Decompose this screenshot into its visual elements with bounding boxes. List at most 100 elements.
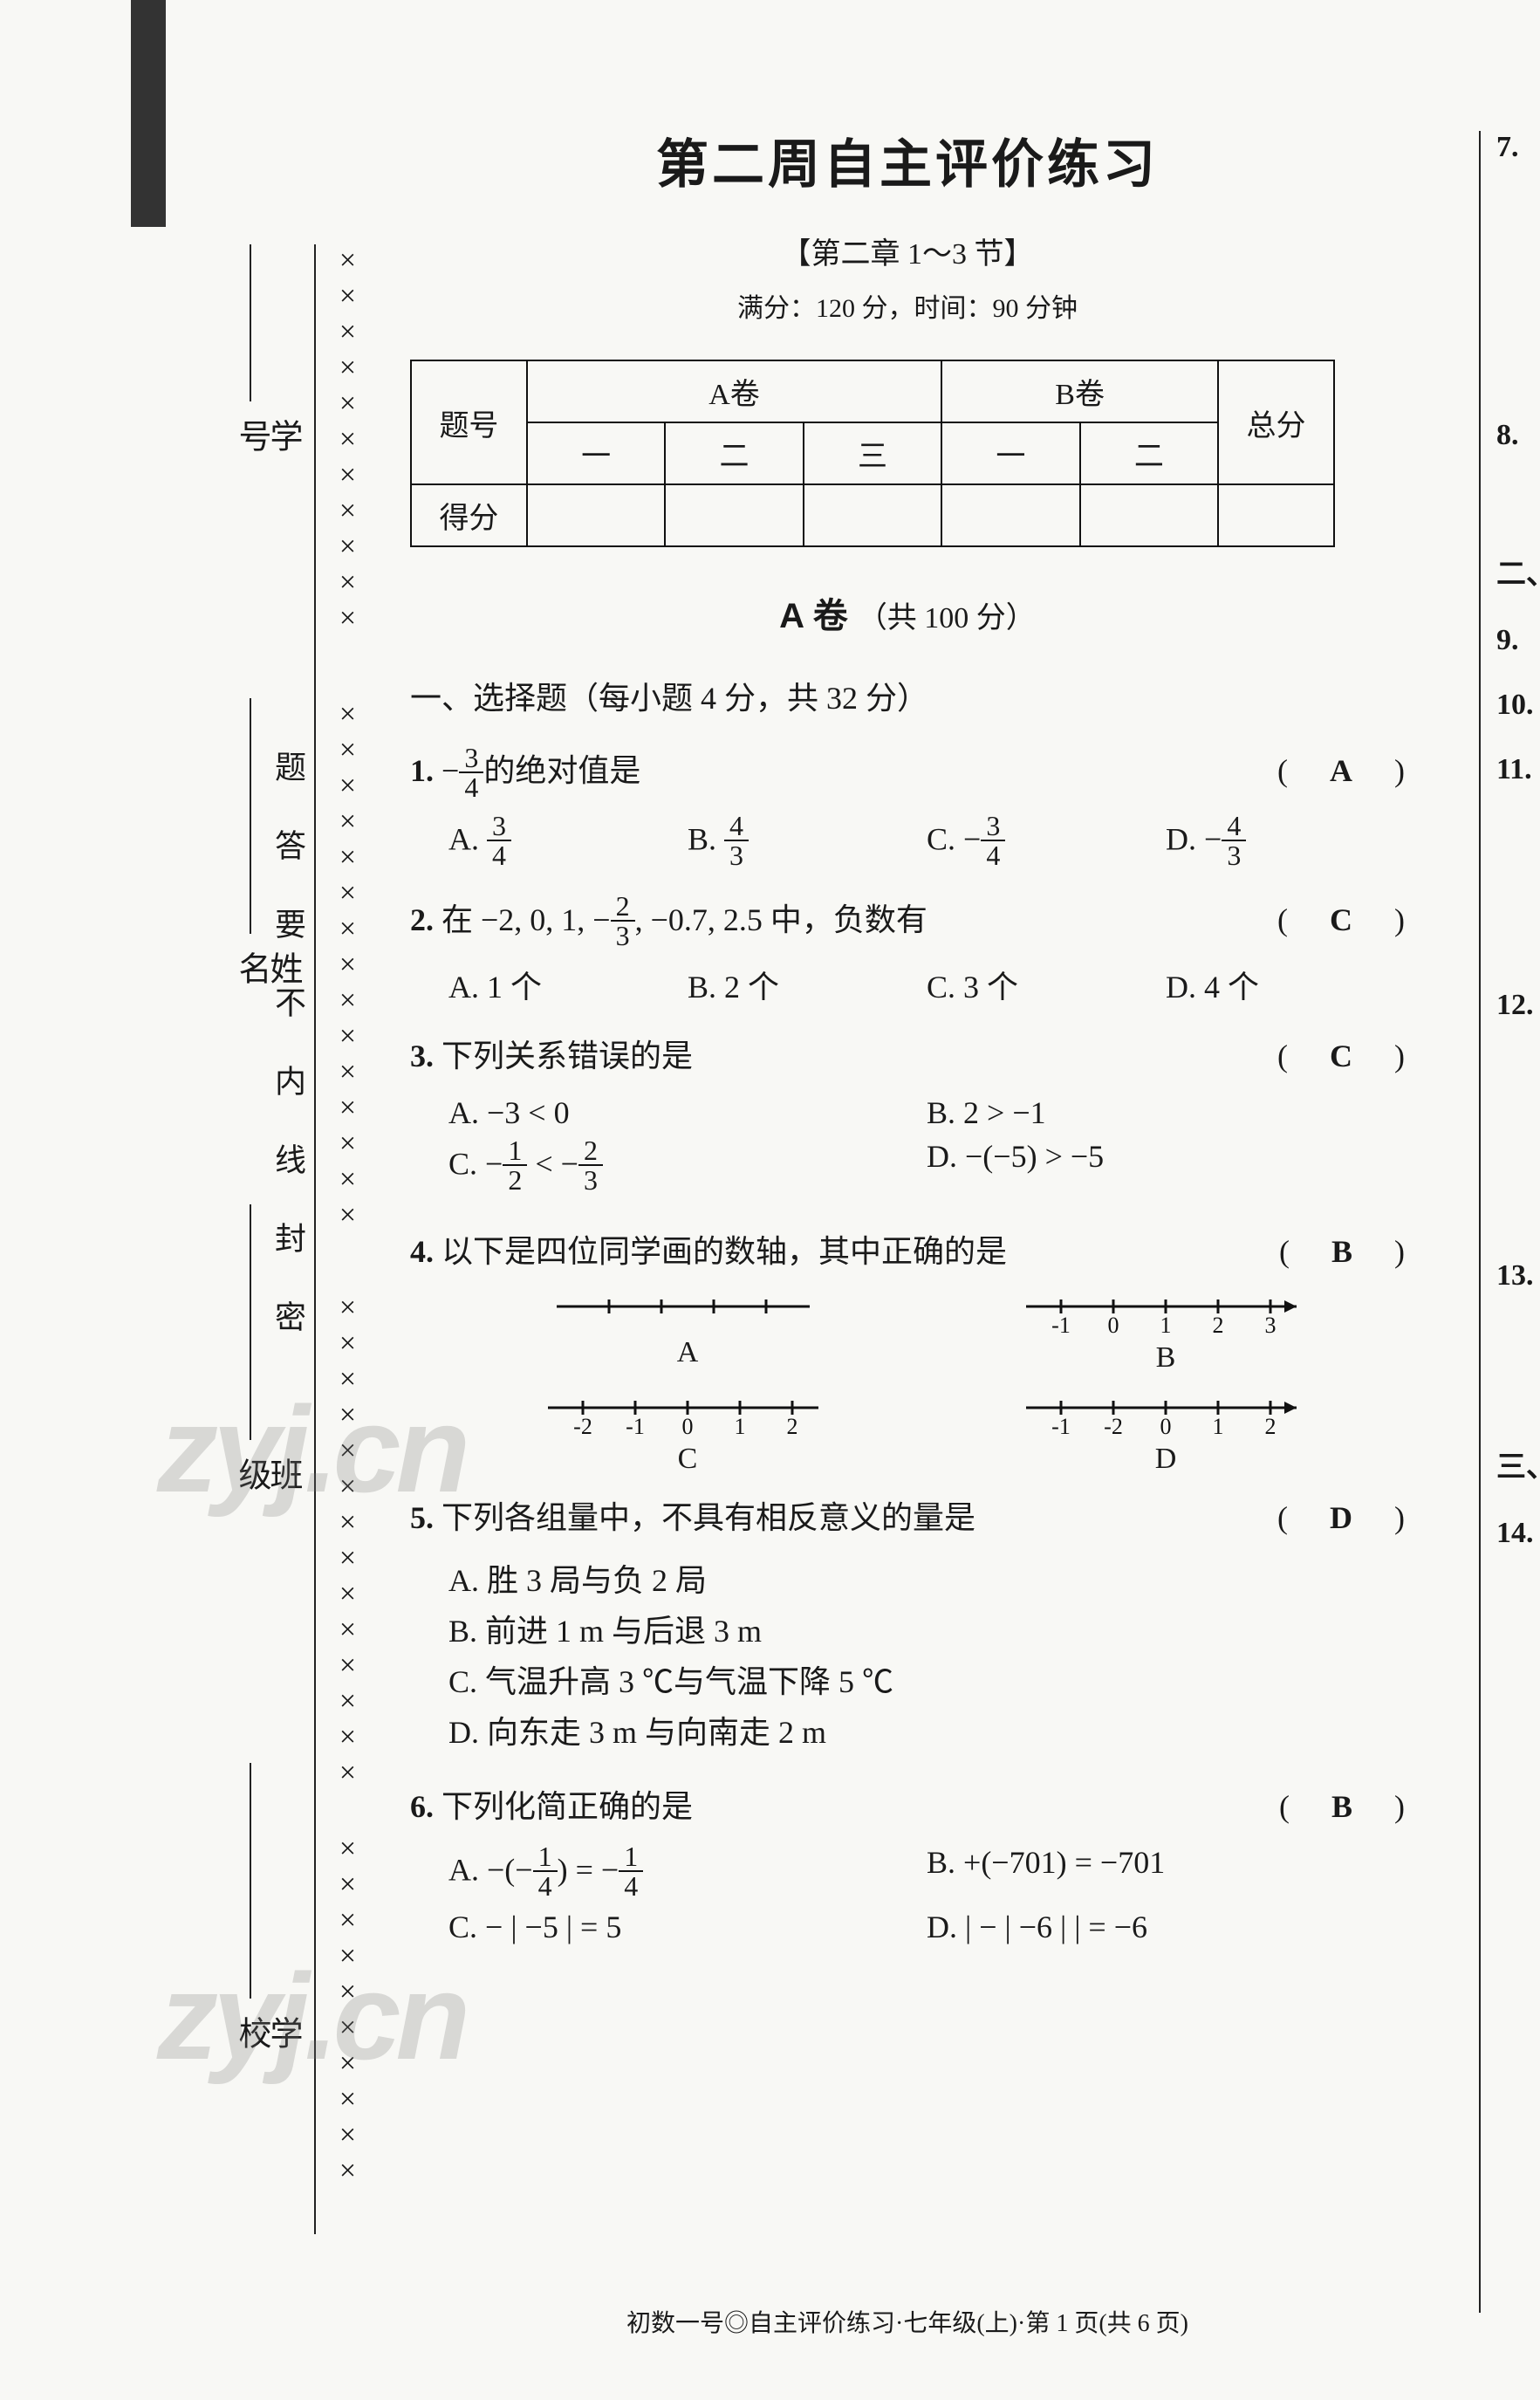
q1-choices: A. 34 B. 43 C. −34 D. −43 [448, 813, 1405, 871]
numline-d-icon: -1-20 12 [1017, 1390, 1314, 1439]
peek-er: 二、 [1496, 550, 1540, 593]
q4-diagram-b: -101 23 B [927, 1289, 1405, 1375]
th-a3: 三 [804, 422, 941, 484]
q6-choices: A. −(−14) = −14 B. +(−701) = −701 C. − |… [448, 1844, 1405, 1952]
q4-label-a: A [448, 1336, 927, 1369]
q2-choices: A. 1 个 B. 2 个 C. 3 个 D. 4 个 [448, 962, 1405, 1007]
peek-8: 8. [1496, 419, 1540, 452]
q1-answer: ( A ) [1277, 744, 1405, 798]
section-a-label: A 卷 [779, 597, 848, 635]
svg-text:-2: -2 [573, 1414, 592, 1439]
peek-13: 13. [1496, 1259, 1540, 1293]
q4-label-c: C [448, 1443, 927, 1476]
q3-choice-d: D. −(−5) > −5 [927, 1138, 1405, 1196]
seal-char-4: 内 [272, 1065, 304, 1112]
q5-stem: 下列各组量中，不具有相反意义的量是 [441, 1500, 975, 1535]
content-column: 第二周自主评价练习 【第二章 1～3 节】 满分：120 分，时间：90 分钟 … [410, 122, 1405, 1975]
q5-choice-c: C. 气温升高 3 ℃与气温下降 5 ℃ [448, 1656, 1405, 1702]
q4-diagram-d: -1-20 12 D [927, 1390, 1405, 1476]
seal-char-3: 不 [272, 986, 304, 1033]
x-run-1: ××××××××××× [332, 244, 363, 638]
seal-char-7: 密 [272, 1300, 304, 1347]
th-a2: 二 [665, 422, 803, 484]
q4-label-d: D [927, 1443, 1405, 1476]
question-2: 2. 在 −2, 0, 1, −23, −0.7, 2.5 中，负数有 ( C … [410, 894, 1405, 952]
seal-char-0: 题 [272, 751, 304, 798]
section-a-head: A 卷 （共 100 分） [410, 587, 1405, 638]
question-5: 5. 下列各组量中，不具有相反意义的量是 ( D ) [410, 1491, 1405, 1545]
svg-text:0: 0 [1160, 1414, 1172, 1439]
score-cell[interactable] [527, 484, 665, 546]
svg-text:-1: -1 [1051, 1414, 1071, 1439]
q1-frac: 34 [459, 744, 483, 801]
q2-frac: 23 [611, 892, 635, 950]
svg-text:2: 2 [1265, 1414, 1276, 1439]
q4-label-b: B [927, 1341, 1405, 1375]
q1-pre: − [441, 753, 459, 788]
underline-xingming [250, 698, 251, 934]
svg-text:-1: -1 [626, 1414, 645, 1439]
next-page-peek: 7. 8. 二、 9. 10. 11. 12. 13. 三、 14. [1479, 131, 1540, 2313]
seal-char-1: 答 [272, 829, 304, 876]
svg-text:-2: -2 [1104, 1414, 1123, 1439]
q4-answer: ( B ) [1279, 1225, 1405, 1279]
score-cell[interactable] [941, 484, 1079, 546]
th-zongfen: 总分 [1218, 360, 1334, 484]
q3-answer: ( C ) [1277, 1030, 1405, 1083]
svg-text:-1: -1 [1051, 1313, 1071, 1338]
peek-12: 12. [1496, 989, 1540, 1022]
numline-c-icon: -2-10 12 [539, 1390, 836, 1439]
underline-xuehao [250, 244, 251, 401]
seal-char-6: 封 [272, 1222, 304, 1269]
q6-choice-a: A. −(−14) = −14 [448, 1844, 927, 1902]
q3-num: 3. [410, 1039, 434, 1073]
th-tihao: 题号 [411, 360, 527, 484]
question-3: 3. 下列关系错误的是 ( C ) [410, 1030, 1405, 1083]
score-cell[interactable] [1218, 484, 1334, 546]
q2-num: 2. [410, 902, 434, 937]
x-run-3: ×××××××××××××× [332, 1292, 363, 1793]
seal-char-2: 要 [272, 908, 304, 955]
q3-choice-c: C. −12 < −23 [448, 1138, 927, 1196]
score-table: 题号 A卷 B卷 总分 一 二 三 一 二 得分 [410, 360, 1335, 547]
score-cell[interactable] [1080, 484, 1218, 546]
th-a1: 一 [527, 422, 665, 484]
question-4: 4. 以下是四位同学画的数轴，其中正确的是 ( B ) [410, 1225, 1405, 1279]
q6-choice-c: C. − | −5 | = 5 [448, 1909, 927, 1945]
binding-line [314, 244, 316, 2234]
subtitle: 【第二章 1～3 节】 [410, 230, 1405, 272]
q4-diagram-a: A [448, 1289, 927, 1375]
numline-b-icon: -101 23 [1017, 1289, 1314, 1338]
score-cell[interactable] [665, 484, 803, 546]
q3-choice-a: A. −3 < 0 [448, 1094, 927, 1131]
q2-pre: 在 −2, 0, 1, − [441, 902, 611, 937]
exam-meta: 满分：120 分，时间：90 分钟 [410, 286, 1405, 325]
q3-choice-b: B. 2 > −1 [927, 1094, 1405, 1131]
svg-text:0: 0 [1108, 1313, 1119, 1338]
x-run-4: ×××××××××× [332, 1833, 363, 2191]
q4-stem: 以下是四位同学画的数轴，其中正确的是 [441, 1234, 1007, 1269]
underline-xuexiao [250, 1763, 251, 1999]
q6-stem: 下列化简正确的是 [441, 1789, 693, 1824]
peek-7: 7. [1496, 131, 1540, 164]
question-1: 1. −34的绝对值是 ( A ) [410, 744, 1405, 803]
q1-num: 1. [410, 753, 434, 788]
q2-choice-d: D. 4 个 [1166, 962, 1405, 1007]
th-ajuan: A卷 [527, 360, 941, 422]
q4-row1: A -101 23 B [448, 1289, 1405, 1375]
q4-num: 4. [410, 1234, 434, 1269]
score-cell[interactable] [804, 484, 941, 546]
q5-num: 5. [410, 1500, 434, 1535]
page: ××××××××××× ××××××××××××××× ××××××××××××… [0, 0, 1540, 2400]
q2-answer: ( C ) [1277, 894, 1405, 947]
label-banji: 班级 [236, 1457, 298, 1501]
page-title: 第二周自主评价练习 [410, 122, 1405, 198]
q4-diagram-c: -2-10 12 C [448, 1390, 927, 1476]
q6-choice-d: D. | − | −6 | | = −6 [927, 1909, 1405, 1945]
section-a-note: （共 100 分） [858, 602, 1036, 634]
page-footer: 初数一号◎自主评价练习·七年级(上)·第 1 页(共 6 页) [410, 2304, 1405, 2339]
th-bjuan: B卷 [941, 360, 1218, 422]
q3-stem: 下列关系错误的是 [441, 1039, 693, 1073]
q1-choice-d: D. −43 [1166, 813, 1405, 871]
svg-text:1: 1 [1160, 1313, 1172, 1338]
